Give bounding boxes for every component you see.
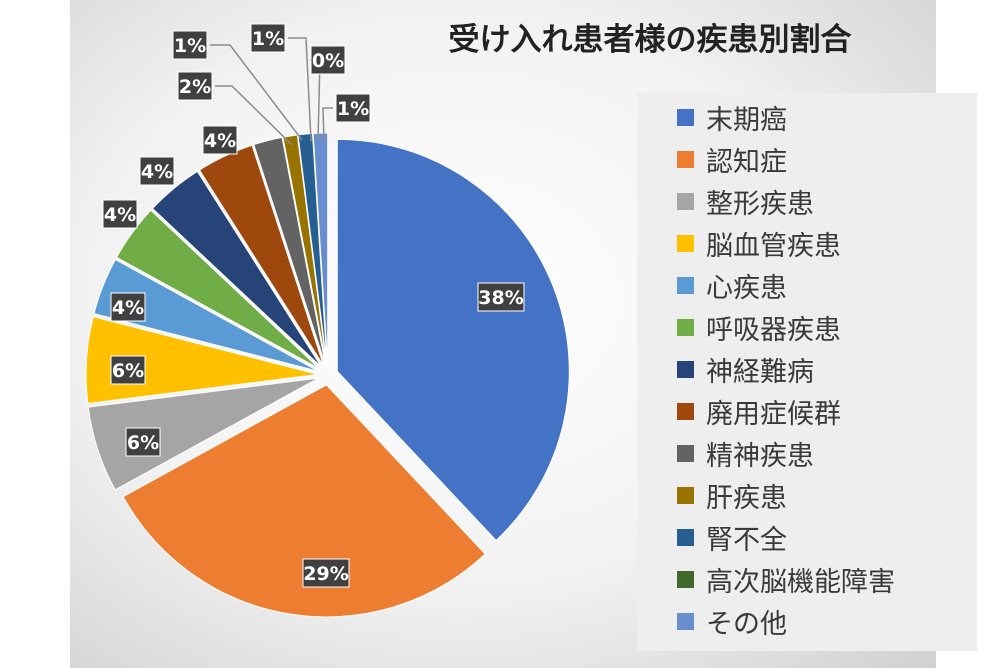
legend-swatch: [677, 570, 694, 588]
legend-swatch: [677, 276, 694, 294]
legend-item: 精神疾患: [677, 433, 814, 473]
leader-line: [210, 44, 303, 141]
data-label: 4%: [110, 292, 146, 322]
svg-text:4%: 4%: [104, 204, 136, 226]
legend-swatch: [677, 486, 694, 504]
legend-item: 末期癌: [677, 97, 787, 137]
svg-text:4%: 4%: [112, 297, 144, 319]
legend-label: 呼吸器疾患: [706, 314, 841, 346]
svg-text:6%: 6%: [127, 432, 159, 454]
legend-item: 神経難病: [677, 349, 814, 389]
legend-label: 整形疾患: [706, 188, 814, 220]
data-label: 38%: [477, 282, 525, 312]
legend-label: 心疾患: [706, 272, 787, 304]
leader-line: [288, 37, 312, 142]
chart-title: 受け入れ患者様の疾患別割合: [448, 22, 852, 58]
pie-slice: [151, 170, 323, 368]
legend-item: その他: [677, 601, 787, 641]
pie-slice: [122, 384, 486, 618]
data-label: 29%: [302, 558, 350, 588]
pie-slice: [253, 136, 327, 366]
legend-swatch: [677, 234, 694, 252]
legend-item: 心疾患: [677, 265, 787, 305]
data-label: 4%: [102, 199, 138, 229]
chart-area: 38% 29% 6% 6% 4% 4% 4% 4% 2% 1% 1% 0% 1% 受け入れ患者様の疾患別…: [70, 0, 977, 668]
legend-label: 末期癌: [706, 104, 787, 136]
pie-chart: 38%29%6%6%4%4%4%4%2%1% 1%0%1%: [85, 23, 570, 618]
svg-text:1%: 1%: [252, 28, 284, 50]
legend-swatch: [677, 108, 694, 126]
pie-slice: [312, 132, 329, 366]
legend-label: 肝疾患: [706, 482, 787, 514]
legend-item: 認知症: [677, 139, 787, 179]
legend-label: 高次脳機能障害: [706, 566, 895, 598]
svg-text:29%: 29%: [303, 563, 348, 585]
leader-line: [215, 85, 293, 146]
data-label: 1%: [172, 30, 208, 60]
svg-text:6%: 6%: [112, 360, 144, 382]
legend-item: 高次脳機能障害: [677, 559, 895, 599]
legend-swatch: [677, 612, 694, 630]
pie-slice: [115, 209, 321, 370]
legend-swatch: [677, 402, 694, 420]
svg-text:0%: 0%: [312, 50, 344, 72]
legend-label: 認知症: [706, 146, 787, 178]
data-label: 1%: [250, 23, 286, 53]
svg-text:1%: 1%: [174, 35, 206, 57]
svg-text:4%: 4%: [204, 130, 236, 152]
legend-swatch: [677, 444, 694, 462]
legend-item: 肝疾患: [677, 475, 787, 515]
legend-swatch: [677, 150, 694, 168]
data-label: 2%: [177, 71, 213, 101]
legend-label: 腎不全: [706, 524, 787, 556]
svg-text:4%: 4%: [141, 161, 173, 183]
legend-swatch: [677, 318, 694, 336]
legend-item: 腎不全: [677, 517, 787, 557]
data-label: 0%: [310, 45, 346, 75]
legend-item: 呼吸器疾患: [677, 307, 841, 347]
legend-label: その他: [706, 608, 787, 640]
legend-swatch: [677, 192, 694, 210]
pie-slice: [87, 377, 319, 491]
svg-text:38%: 38%: [478, 287, 523, 309]
legend-label: 神経難病: [706, 356, 814, 388]
legend-item: 整形疾患: [677, 181, 814, 221]
legend-label: 廃用症候群: [706, 398, 841, 430]
svg-text:1%: 1%: [337, 98, 369, 120]
pie-slice: [93, 258, 319, 372]
legend-label: 精神疾患: [706, 440, 814, 472]
data-label: 1%: [335, 93, 371, 123]
data-label: 6%: [125, 427, 161, 457]
data-label: 4%: [202, 125, 238, 155]
legend-item: 廃用症候群: [677, 391, 841, 431]
legend-label: 脳血管疾患: [706, 230, 841, 262]
pie-slice: [336, 138, 570, 542]
legend: 末期癌認知症整形疾患脳血管疾患心疾患呼吸器疾患神経難病廃用症候群精神疾患肝疾患腎…: [637, 93, 977, 651]
svg-text:2%: 2%: [179, 76, 211, 98]
data-label: 4%: [139, 156, 175, 186]
legend-item: 脳血管疾患: [677, 223, 841, 263]
data-label: 6%: [110, 355, 146, 385]
legend-swatch: [677, 360, 694, 378]
legend-swatch: [677, 528, 694, 546]
pie-slice: [198, 144, 325, 367]
leader-line: [322, 107, 333, 142]
